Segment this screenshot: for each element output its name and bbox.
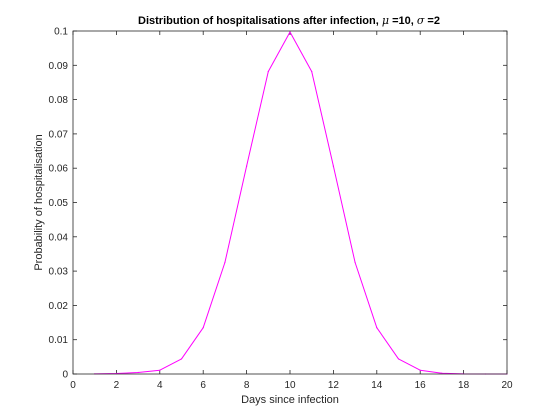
data-point bbox=[289, 31, 291, 33]
x-tick-label: 16 bbox=[415, 380, 427, 391]
title-mu-symbol: μ bbox=[382, 14, 389, 27]
data-point bbox=[137, 371, 139, 374]
y-tick-label: 0.07 bbox=[49, 129, 69, 140]
data-point bbox=[332, 165, 334, 167]
y-tick-label: 0.02 bbox=[49, 301, 69, 312]
title-sigma-value: =2 bbox=[424, 15, 440, 27]
y-tick-label: 0.04 bbox=[49, 232, 69, 243]
x-tick-label: 0 bbox=[70, 380, 76, 391]
axis-ticks: 0 2 4 6 8 10 12 14 16 18 20 0 0.01 0.02 0.03 0.04 0.05 0.… bbox=[49, 27, 513, 392]
y-tick-label: 0.08 bbox=[49, 95, 69, 106]
chart-title: Distribution of hospitalisations after i… bbox=[138, 14, 440, 27]
x-tick-label: 6 bbox=[200, 380, 206, 391]
title-sigma-symbol: σ bbox=[417, 14, 425, 27]
axes-box bbox=[72, 30, 508, 375]
data-point bbox=[397, 358, 400, 360]
data-point bbox=[376, 327, 378, 329]
data-point bbox=[354, 261, 356, 264]
data-point bbox=[224, 261, 226, 264]
x-tick-label: 20 bbox=[501, 380, 513, 391]
x-tick-label: 12 bbox=[328, 380, 340, 391]
y-axis-label: Probability of hospitalisation bbox=[33, 134, 45, 270]
data-point bbox=[311, 70, 313, 73]
data-point bbox=[441, 372, 443, 374]
data-point bbox=[246, 165, 248, 167]
y-tick-label: 0.03 bbox=[49, 267, 69, 278]
series-line bbox=[94, 31, 508, 375]
y-tick-label: 0.06 bbox=[49, 164, 69, 175]
x-axis-label: Days since infection bbox=[241, 394, 339, 406]
x-tick-label: 10 bbox=[284, 380, 296, 391]
title-prefix: Distribution of hospitalisations after i… bbox=[138, 15, 382, 27]
y-tick-label: 0.01 bbox=[49, 335, 69, 346]
x-tick-label: 4 bbox=[157, 380, 163, 391]
data-point bbox=[159, 369, 161, 371]
plot-area bbox=[73, 31, 507, 374]
x-tick-label: 18 bbox=[458, 380, 470, 391]
title-mu-value: =10, bbox=[389, 15, 417, 27]
y-tick-label: 0.05 bbox=[49, 198, 69, 209]
data-point bbox=[202, 327, 204, 329]
y-tick-label: 0.1 bbox=[54, 27, 68, 38]
x-tick-label: 14 bbox=[371, 380, 383, 391]
x-tick-label: 2 bbox=[114, 380, 120, 391]
data-point bbox=[180, 358, 183, 360]
data-point bbox=[419, 369, 421, 371]
y-tick-label: 0.09 bbox=[49, 61, 69, 72]
y-tick-label: 0 bbox=[62, 370, 68, 381]
x-tick-label: 8 bbox=[244, 380, 250, 391]
data-point bbox=[267, 70, 269, 73]
